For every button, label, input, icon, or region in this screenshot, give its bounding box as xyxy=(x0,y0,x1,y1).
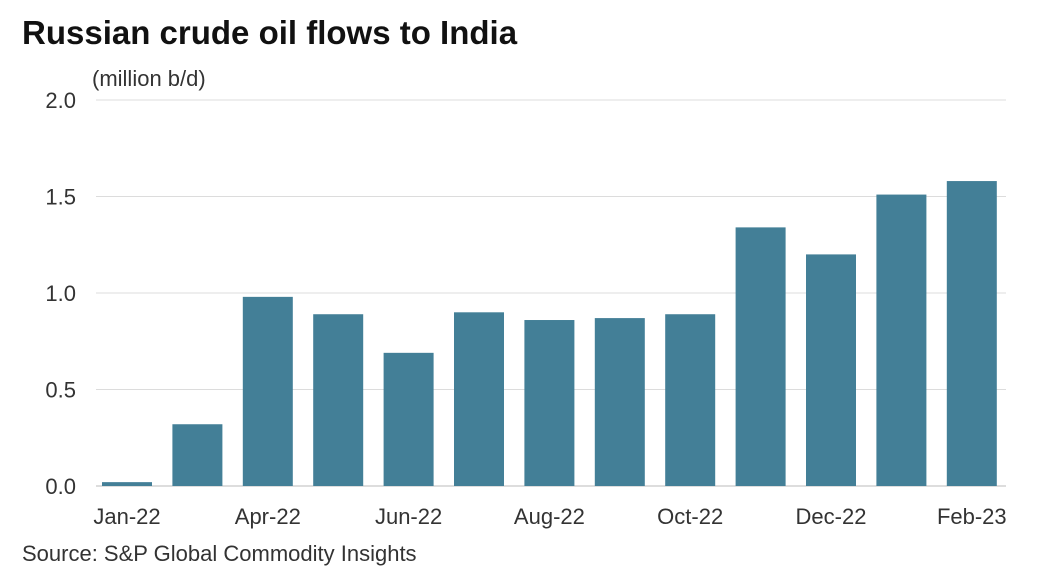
bar-Sep-22 xyxy=(594,318,645,486)
bar-Jun-22 xyxy=(383,352,434,486)
x-tick-label: Apr-22 xyxy=(235,504,301,529)
bar-Feb-23 xyxy=(946,181,997,486)
x-tick-label: Jan-22 xyxy=(93,504,160,529)
y-axis-unit-label: (million b/d) xyxy=(92,66,206,91)
bar-Aug-22 xyxy=(524,320,575,486)
x-tick-label: Jun-22 xyxy=(375,504,442,529)
y-tick-label: 2.0 xyxy=(45,88,76,113)
y-tick-label: 0.5 xyxy=(45,378,76,403)
bar-May-22 xyxy=(313,314,364,486)
y-tick-label: 0.0 xyxy=(45,474,76,499)
bar-Nov-22 xyxy=(735,227,786,486)
x-tick-label: Dec-22 xyxy=(796,504,867,529)
bar-Oct-22 xyxy=(665,314,716,486)
bar-Dec-22 xyxy=(806,254,856,486)
y-tick-label: 1.0 xyxy=(45,281,76,306)
bar-Jan-23 xyxy=(876,194,927,486)
x-tick-label: Aug-22 xyxy=(514,504,585,529)
bar-Apr-22 xyxy=(242,296,293,486)
y-tick-label: 1.5 xyxy=(45,185,76,210)
source-note: Source: S&P Global Commodity Insights xyxy=(22,541,417,566)
x-tick-label: Feb-23 xyxy=(937,504,1007,529)
bar-Jul-22 xyxy=(454,312,504,486)
x-tick-label: Oct-22 xyxy=(657,504,723,529)
bar-Mar-22 xyxy=(172,424,223,486)
bar-Jan-22 xyxy=(102,482,152,486)
chart-title: Russian crude oil flows to India xyxy=(22,14,518,51)
